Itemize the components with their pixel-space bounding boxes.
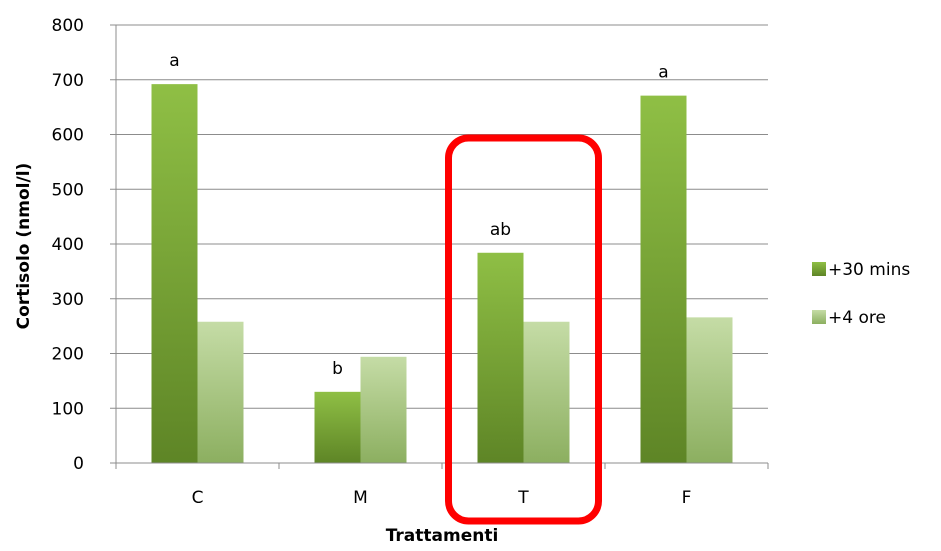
legend-label-series1: +30 mins [828,260,910,280]
y-tick-label-500: 500 [52,180,84,200]
legend-swatch-series2 [812,310,826,324]
bar-M-series2 [360,356,407,463]
bar-T-series2 [523,321,570,463]
bar-F-series2 [686,317,733,463]
legend-swatch-series1 [812,262,826,276]
y-tick-label-0: 0 [73,454,84,474]
y-tick-label-200: 200 [52,345,84,365]
highlight-box [445,134,602,525]
axes [110,24,769,469]
bar-M-series1 [314,391,361,463]
bar-C-series2 [197,321,244,463]
y-tick-label-300: 300 [52,290,84,310]
annotation-M: b [332,359,343,379]
x-axis-title: Trattamenti [386,526,499,546]
y-tick-label-400: 400 [52,235,84,255]
legend: +30 mins +4 ore [812,260,910,328]
x-category-label-C: C [192,488,204,508]
y-tick-label-600: 600 [52,126,84,146]
bar-C-series1 [151,84,198,463]
highlight-box-group [445,134,602,525]
x-category-label-T: T [517,488,529,508]
annotation-C: a [169,51,179,71]
y-tick-label-800: 800 [52,16,84,36]
y-tick-label-700: 700 [52,71,84,91]
bar-T-series1 [477,252,524,463]
legend-label-series2: +4 ore [828,308,886,328]
annotation-F: a [658,63,668,83]
x-category-label-F: F [682,488,692,508]
bars [151,84,733,463]
y-tick-label-100: 100 [52,399,84,419]
annotation-T: ab [490,220,511,240]
x-category-label-M: M [353,488,368,508]
y-axis-title: Cortisolo (nmol/l) [14,163,34,330]
y-tick-labels: 0 100 200 300 400 500 600 700 800 [52,16,84,474]
bar-F-series1 [640,95,687,463]
